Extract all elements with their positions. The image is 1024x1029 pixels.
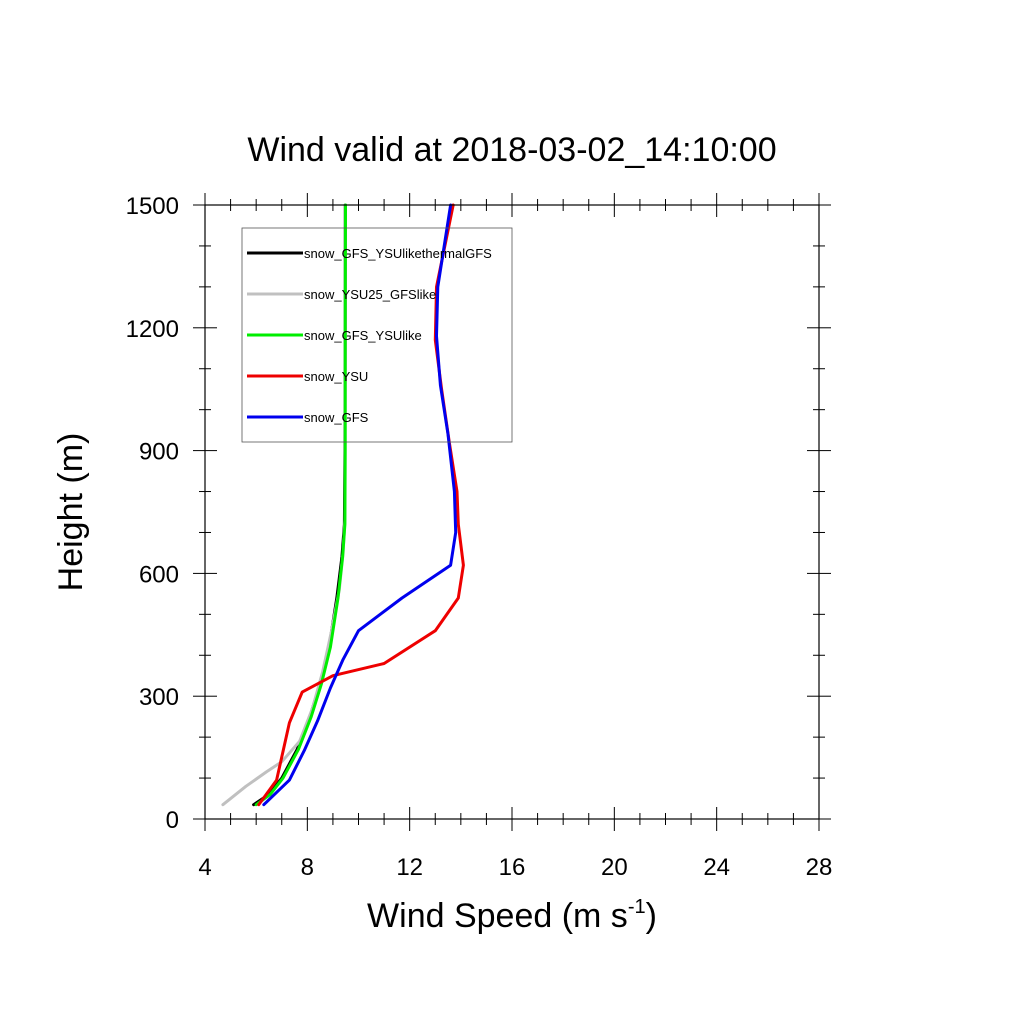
legend-label: snow_YSU [304, 369, 368, 384]
series-line [254, 203, 347, 807]
y-tick-label: 1200 [126, 316, 179, 343]
legend-label: snow_GFS_YSUlike [304, 328, 422, 343]
series-line [262, 203, 458, 807]
y-axis-title-group: Height (m) [52, 433, 90, 592]
y-tick-label: 600 [139, 561, 179, 588]
x-tick-label: 4 [198, 854, 211, 881]
legend-label: snow_GFS [304, 410, 369, 425]
chart-title: Wind valid at 2018-03-02_14:10:00 [247, 131, 776, 169]
plot-frame [204, 204, 820, 820]
x-axis-title-superscript: -1 [628, 896, 646, 918]
legend-box [241, 227, 513, 443]
y-axis-title: Height (m) [52, 433, 90, 592]
x-axis-title: Wind Speed (m s-1) [367, 896, 657, 935]
y-tick-label: 1500 [126, 193, 179, 220]
y-tick-label: 300 [139, 684, 179, 711]
axis-ticks: 4 8 12 16 20 24 28 0 300 600 900 1200 1500 [126, 193, 833, 881]
series-lines [221, 203, 465, 807]
x-tick-label: 20 [601, 854, 628, 881]
y-tick-label: 900 [139, 439, 179, 466]
x-tick-label: 16 [499, 854, 526, 881]
x-axis-title-suffix: ) [646, 897, 657, 935]
x-tick-label: 12 [396, 854, 423, 881]
legend: snow_GFS_YSUlikethermalGFS snow_YSU25_GFS… [241, 227, 513, 443]
x-tick-label: 24 [703, 854, 730, 881]
legend-label: snow_YSU25_GFSlike [304, 287, 436, 302]
legend-label: snow_GFS_YSUlikethermalGFS [304, 246, 492, 261]
y-tick-label: 0 [166, 807, 179, 834]
x-axis-title-main: Wind Speed (m s [367, 897, 628, 935]
x-tick-label: 28 [806, 854, 833, 881]
x-tick-label: 8 [301, 854, 314, 881]
